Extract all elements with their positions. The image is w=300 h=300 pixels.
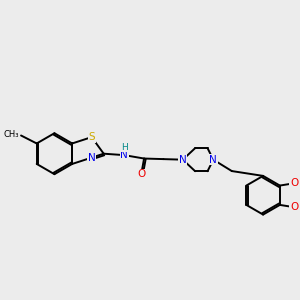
Text: N: N <box>179 155 187 165</box>
Text: N: N <box>88 153 95 163</box>
Text: O: O <box>137 169 146 179</box>
Text: O: O <box>290 202 298 212</box>
Text: S: S <box>88 132 95 142</box>
Text: N: N <box>120 150 128 160</box>
Text: N: N <box>209 155 217 165</box>
Text: H: H <box>121 143 128 152</box>
Text: CH₃: CH₃ <box>3 130 19 139</box>
Text: O: O <box>290 178 298 188</box>
